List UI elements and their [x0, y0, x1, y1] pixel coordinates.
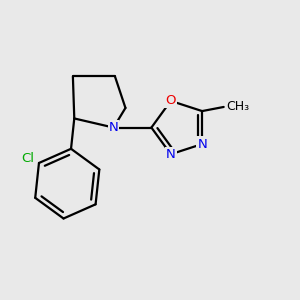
Text: O: O — [166, 94, 176, 107]
Text: CH₃: CH₃ — [226, 100, 250, 113]
Text: Cl: Cl — [21, 152, 34, 165]
Text: N: N — [166, 148, 176, 161]
Text: N: N — [197, 137, 207, 151]
Text: N: N — [109, 121, 118, 134]
